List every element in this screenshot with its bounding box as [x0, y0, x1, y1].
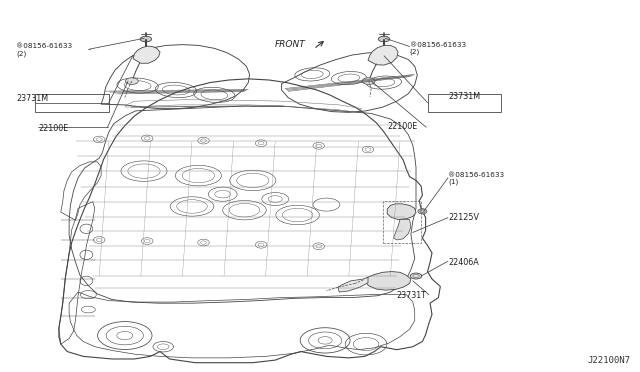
- Text: 22100E: 22100E: [38, 124, 68, 133]
- Bar: [35, 94, 109, 112]
- Text: FRONT: FRONT: [275, 40, 306, 49]
- Ellipse shape: [140, 36, 152, 42]
- Polygon shape: [368, 45, 398, 65]
- Text: 22406A: 22406A: [448, 258, 479, 267]
- Polygon shape: [364, 272, 411, 290]
- Ellipse shape: [125, 78, 138, 84]
- Text: ®08156-61633
(2): ®08156-61633 (2): [410, 42, 466, 55]
- Text: 23731M: 23731M: [448, 92, 480, 101]
- Text: 23731T: 23731T: [397, 291, 427, 300]
- Polygon shape: [338, 277, 368, 292]
- Ellipse shape: [418, 209, 427, 214]
- Text: 22100E: 22100E: [387, 122, 417, 131]
- Text: 23731M: 23731M: [16, 94, 48, 103]
- Bar: [428, 94, 501, 112]
- Polygon shape: [133, 46, 160, 63]
- Text: ®08156-61633
(1): ®08156-61633 (1): [448, 172, 504, 185]
- Ellipse shape: [410, 273, 422, 279]
- Ellipse shape: [362, 78, 375, 84]
- Text: ®08156-61633
(2): ®08156-61633 (2): [16, 44, 72, 57]
- Text: J22100N7: J22100N7: [588, 356, 630, 365]
- Polygon shape: [394, 219, 411, 240]
- Bar: [383, 201, 421, 243]
- Polygon shape: [387, 204, 416, 219]
- Ellipse shape: [378, 36, 390, 42]
- Text: 22125V: 22125V: [448, 213, 479, 222]
